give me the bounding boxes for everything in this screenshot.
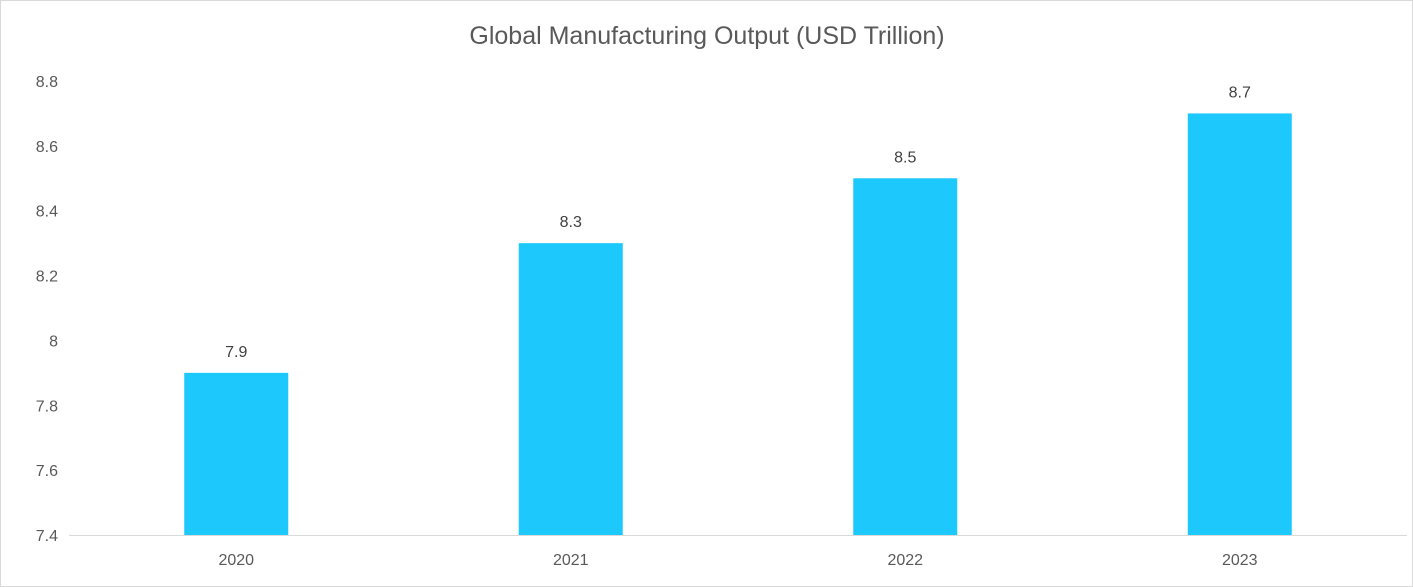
y-tick-label: 7.6 (36, 463, 58, 480)
y-axis: 7.4 7.6 7.8 8 8.2 8.4 8.6 8.8 (36, 74, 58, 545)
bars (184, 113, 1292, 536)
data-label-2021: 8.3 (560, 214, 582, 231)
x-tick-label: 2021 (553, 552, 589, 569)
y-tick-label: 8 (49, 333, 58, 350)
bar-2023 (1187, 113, 1292, 535)
bar-2020 (184, 372, 289, 535)
data-label-2023: 8.7 (1229, 84, 1251, 101)
x-axis: 2020 2021 2022 2023 (218, 552, 1257, 569)
bar-2022 (853, 178, 958, 536)
data-labels: 7.9 8.3 8.5 8.7 (225, 84, 1251, 360)
bar-2021 (518, 243, 623, 535)
x-tick-label: 2022 (887, 552, 923, 569)
x-tick-label: 2023 (1222, 552, 1258, 569)
y-tick-label: 8.6 (36, 139, 58, 156)
y-tick-label: 7.8 (36, 398, 58, 415)
x-tick-label: 2020 (218, 552, 254, 569)
y-tick-label: 8.8 (36, 74, 58, 91)
data-label-2022: 8.5 (894, 149, 916, 166)
y-tick-label: 7.4 (36, 528, 58, 545)
chart-title: Global Manufacturing Output (USD Trillio… (469, 22, 944, 50)
data-label-2020: 7.9 (225, 344, 247, 361)
y-tick-label: 8.4 (36, 204, 58, 221)
y-tick-label: 8.2 (36, 269, 58, 286)
